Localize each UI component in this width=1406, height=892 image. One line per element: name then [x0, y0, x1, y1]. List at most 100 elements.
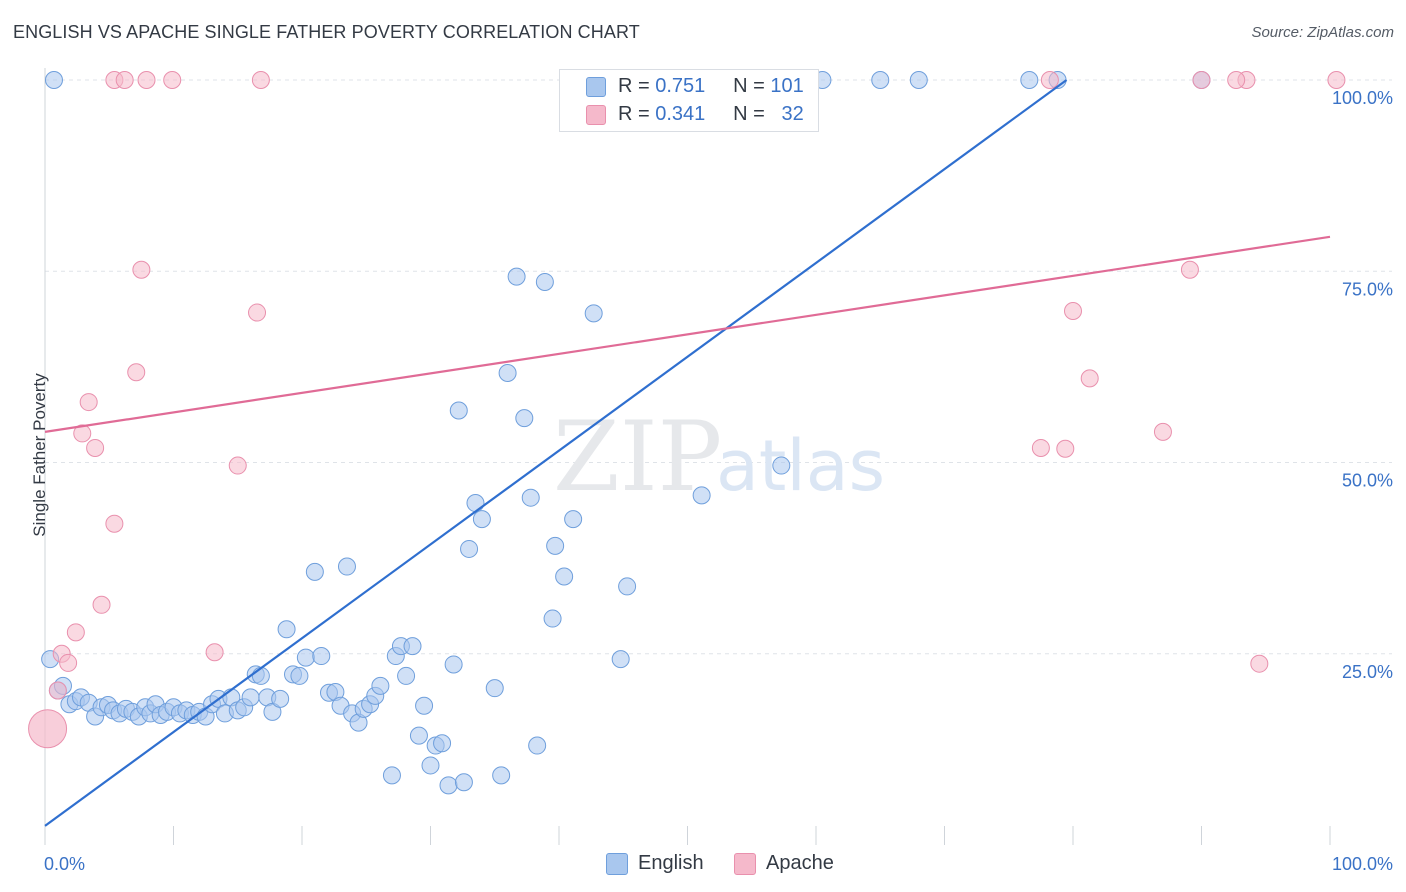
- english-point-73: [498, 363, 517, 382]
- apache-point-5: [73, 424, 92, 443]
- english-point-64: [439, 776, 458, 795]
- english-point-43: [312, 647, 331, 666]
- legend-apache-r-label: R =: [618, 103, 650, 125]
- y-tick-label-3: 100.0%: [1332, 88, 1393, 108]
- english-point-61: [421, 756, 440, 775]
- y-tick-label-2: 75.0%: [1342, 279, 1393, 299]
- english-point-86: [692, 486, 711, 505]
- english-point-96: [909, 71, 928, 89]
- english-point-71: [485, 679, 504, 698]
- apache-point-9: [105, 514, 124, 533]
- apache-point-31: [1327, 71, 1346, 89]
- english-point-54: [382, 766, 401, 785]
- english-point-32: [241, 688, 260, 707]
- english-point-34: [251, 666, 270, 685]
- english-point-76: [521, 488, 540, 507]
- english-point-79: [543, 609, 562, 628]
- english-point-58: [403, 637, 422, 656]
- apache-point-7: [86, 438, 105, 457]
- bottom-english-label: English: [638, 852, 704, 874]
- english-point-59: [409, 726, 428, 745]
- english-point-80: [546, 536, 565, 555]
- x-tick-label-min: 0.0%: [44, 854, 85, 874]
- x-tick-label-max: 100.0%: [1332, 854, 1393, 874]
- english-point-72: [492, 766, 511, 785]
- apache-point-17: [137, 71, 156, 89]
- legend-english-r-value: 0.751: [655, 75, 706, 97]
- stats-legend: R = 0.751 N = 101 R = 0.341 N = 32: [559, 69, 819, 132]
- english-point-65: [444, 655, 463, 674]
- apache-point-13: [205, 643, 224, 662]
- chart-title: ENGLISH VS APACHE SINGLE FATHER POVERTY …: [13, 22, 640, 42]
- english-point-40: [290, 666, 309, 685]
- apache-point-0: [28, 709, 68, 749]
- english-point-47: [337, 557, 356, 576]
- english-point-95: [871, 71, 890, 89]
- legend-apache-n-value: 32: [781, 103, 804, 125]
- english-trend-line: [44, 79, 1068, 827]
- apache-point-26: [1250, 654, 1269, 673]
- apache-point-20: [1031, 438, 1050, 457]
- y-tick-label-0: 25.0%: [1342, 662, 1393, 682]
- legend-apache-r-value: 0.341: [655, 103, 706, 125]
- y-axis-label: Single Father Poverty: [30, 373, 49, 537]
- apache-point-25: [1180, 260, 1199, 279]
- apache-point-18: [163, 71, 182, 89]
- english-point-63: [433, 734, 452, 753]
- apache-point-27: [1040, 71, 1059, 89]
- english-point-57: [397, 666, 416, 685]
- english-points: [41, 71, 1211, 795]
- english-point-37: [271, 689, 290, 708]
- apache-point-10: [127, 363, 146, 382]
- english-point-83: [584, 304, 603, 323]
- legend-english-n-value: 101: [770, 75, 804, 97]
- apache-points: [28, 71, 1346, 749]
- english-point-60: [415, 696, 434, 715]
- legend-english-n-label: N =: [733, 75, 765, 97]
- chart-source: Source: ZipAtlas.com: [1251, 24, 1394, 41]
- bottom-english-swatch: [606, 853, 628, 875]
- tick-labels: 25.0% 50.0% 75.0% 100.0% 0.0% 100.0%: [44, 88, 1393, 874]
- english-point-85: [618, 577, 637, 596]
- english-point-100: [44, 71, 63, 89]
- english-point-84: [611, 650, 630, 669]
- apache-point-22: [1064, 302, 1082, 321]
- english-point-38: [277, 620, 296, 639]
- apache-point-19: [251, 71, 270, 89]
- apache-point-3: [59, 653, 78, 672]
- apache-point-28: [1192, 71, 1211, 89]
- english-point-75: [515, 409, 534, 428]
- apache-point-4: [66, 623, 85, 642]
- apache-point-30: [1227, 71, 1246, 89]
- trend-lines: [44, 79, 1331, 827]
- apache-point-24: [1153, 422, 1172, 441]
- english-point-87: [772, 456, 791, 475]
- english-point-41: [296, 648, 315, 667]
- apache-point-6: [79, 393, 98, 412]
- apache-point-23: [1080, 369, 1099, 388]
- english-point-66: [449, 401, 468, 420]
- english-point-77: [528, 736, 547, 755]
- english-point-74: [507, 267, 526, 286]
- apache-swatch: [586, 105, 606, 125]
- english-point-68: [460, 539, 479, 558]
- english-swatch: [586, 77, 606, 97]
- watermark-atlas: atlas: [716, 425, 885, 507]
- english-point-97: [1020, 71, 1039, 89]
- english-point-78: [535, 272, 554, 291]
- apache-point-12: [228, 456, 247, 475]
- apache-trend-line: [44, 235, 1331, 433]
- y-tick-label-1: 50.0%: [1342, 471, 1393, 491]
- apache-point-11: [132, 260, 151, 279]
- apache-point-14: [248, 303, 267, 322]
- english-point-70: [472, 510, 491, 529]
- legend-english-r-label: R =: [618, 75, 650, 97]
- english-point-69: [466, 494, 485, 513]
- english-point-53: [371, 676, 390, 695]
- bottom-apache-swatch: [734, 853, 756, 875]
- english-point-81: [555, 567, 574, 586]
- apache-point-8: [92, 595, 111, 614]
- apache-point-16: [115, 71, 134, 89]
- english-point-82: [564, 510, 583, 529]
